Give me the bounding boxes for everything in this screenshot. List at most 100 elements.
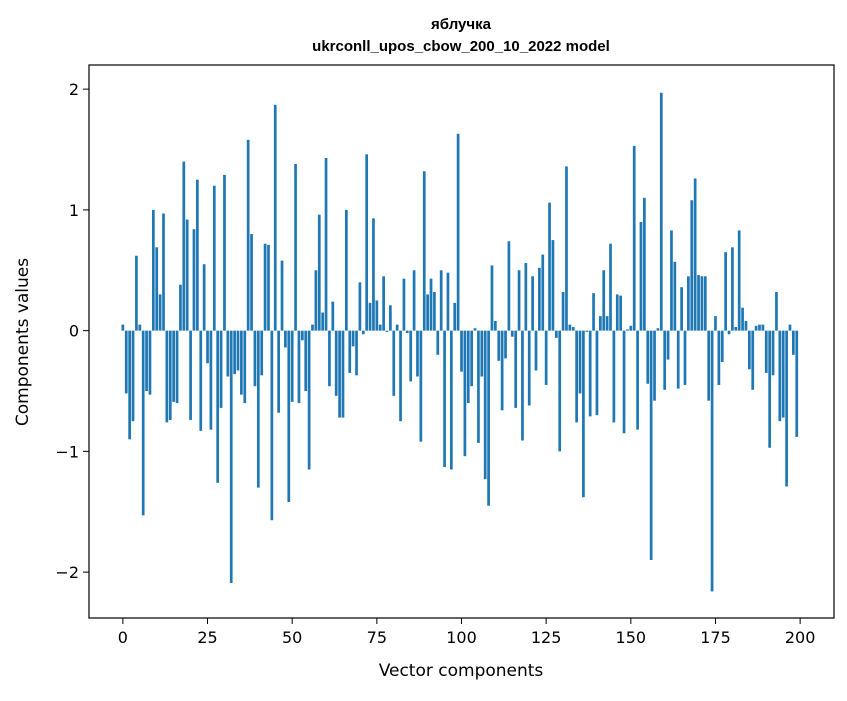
bar-117 xyxy=(518,270,521,330)
bar-191 xyxy=(768,331,771,448)
bar-20 xyxy=(189,331,192,420)
bar-122 xyxy=(535,331,538,371)
bar-22 xyxy=(196,180,199,331)
bar-193 xyxy=(775,292,778,331)
bar-83 xyxy=(403,279,406,331)
bar-39 xyxy=(254,331,257,387)
bar-125 xyxy=(545,331,548,385)
x-tick-label: 0 xyxy=(118,628,128,647)
bar-106 xyxy=(480,331,483,377)
bar-6 xyxy=(142,331,145,516)
bar-150 xyxy=(629,326,632,331)
bars-group xyxy=(122,93,799,592)
bar-118 xyxy=(521,331,524,441)
bar-26 xyxy=(210,331,213,430)
x-tick-label: 25 xyxy=(197,628,217,647)
bar-7 xyxy=(145,331,148,391)
bar-179 xyxy=(728,331,731,335)
bar-105 xyxy=(477,331,480,443)
bar-189 xyxy=(762,325,765,331)
bar-137 xyxy=(585,331,588,332)
bar-17 xyxy=(179,285,182,331)
bar-123 xyxy=(538,268,541,331)
bar-3 xyxy=(132,331,135,422)
bar-138 xyxy=(589,331,592,417)
bar-5 xyxy=(138,325,141,331)
bar-110 xyxy=(494,321,497,331)
bar-28 xyxy=(216,331,219,483)
bar-71 xyxy=(362,331,365,335)
bar-70 xyxy=(359,282,362,330)
bar-186 xyxy=(751,331,754,390)
bar-94 xyxy=(440,270,443,330)
bar-113 xyxy=(504,331,507,359)
bar-174 xyxy=(711,331,714,592)
bar-88 xyxy=(420,331,423,442)
bar-46 xyxy=(277,331,280,413)
chart-title: яблучка xyxy=(431,16,492,33)
bar-145 xyxy=(613,331,616,423)
bar-74 xyxy=(372,218,375,330)
bar-60 xyxy=(325,158,328,331)
bar-55 xyxy=(308,331,311,470)
bar-130 xyxy=(562,292,565,331)
bar-188 xyxy=(758,325,761,331)
bar-95 xyxy=(443,331,446,467)
bar-50 xyxy=(291,331,294,402)
bar-65 xyxy=(342,331,345,418)
x-tick-label: 150 xyxy=(616,628,647,647)
bar-100 xyxy=(460,331,463,372)
bar-104 xyxy=(474,328,477,330)
bar-177 xyxy=(721,331,724,362)
bar-136 xyxy=(582,331,585,498)
bar-168 xyxy=(690,200,693,330)
y-axis-ticks: −2−1012 xyxy=(55,80,89,582)
y-axis-label: Components values xyxy=(13,258,33,426)
bar-41 xyxy=(260,331,263,376)
bar-57 xyxy=(315,270,318,330)
bar-19 xyxy=(186,220,189,331)
bar-114 xyxy=(508,241,511,330)
bar-89 xyxy=(423,171,426,330)
bar-159 xyxy=(660,93,663,331)
bar-196 xyxy=(785,331,788,487)
bar-31 xyxy=(226,331,229,377)
bar-36 xyxy=(243,331,246,403)
bar-155 xyxy=(646,331,649,384)
bar-68 xyxy=(352,331,355,347)
bar-44 xyxy=(271,331,274,521)
bar-67 xyxy=(348,331,351,373)
bar-75 xyxy=(375,300,378,330)
bar-178 xyxy=(724,252,727,330)
bar-15 xyxy=(172,331,175,402)
bar-154 xyxy=(643,198,646,331)
bar-78 xyxy=(386,331,389,332)
bar-98 xyxy=(453,303,456,331)
bar-42 xyxy=(264,244,267,331)
y-tick-label: 1 xyxy=(69,201,79,220)
bar-108 xyxy=(487,331,490,506)
bar-176 xyxy=(718,331,721,385)
bar-69 xyxy=(355,331,358,376)
bar-91 xyxy=(430,279,433,331)
bar-182 xyxy=(738,230,741,330)
bar-116 xyxy=(514,331,517,408)
bar-2 xyxy=(128,331,131,440)
bar-47 xyxy=(281,261,284,331)
bar-48 xyxy=(284,331,287,348)
bar-45 xyxy=(274,105,277,331)
bar-0 xyxy=(122,325,125,331)
bar-121 xyxy=(531,276,534,330)
y-tick-label: 2 xyxy=(69,80,79,99)
bar-64 xyxy=(338,331,341,418)
bar-52 xyxy=(298,331,301,403)
x-tick-label: 75 xyxy=(367,628,387,647)
bar-35 xyxy=(240,331,243,395)
bar-135 xyxy=(579,331,582,394)
bar-128 xyxy=(555,331,558,338)
x-tick-label: 125 xyxy=(531,628,562,647)
bar-101 xyxy=(464,331,467,457)
bar-80 xyxy=(392,331,395,396)
bar-165 xyxy=(680,287,683,330)
